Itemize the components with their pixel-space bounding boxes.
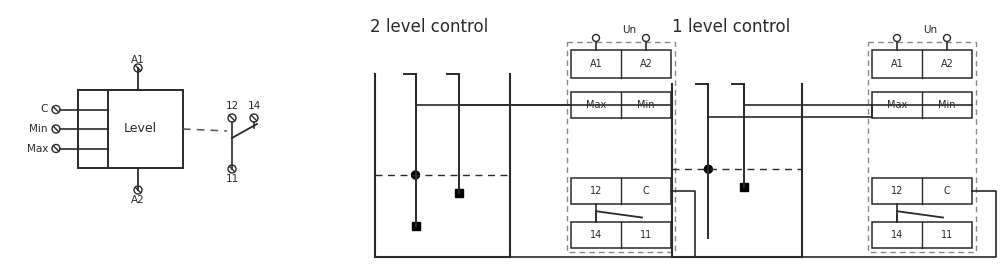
Text: C: C <box>944 186 950 196</box>
Bar <box>412 222 420 230</box>
Text: 14: 14 <box>247 101 261 111</box>
Bar <box>872 222 972 248</box>
Text: Min: Min <box>30 124 48 134</box>
Bar <box>571 222 671 248</box>
Text: A1: A1 <box>131 55 145 65</box>
Text: 11: 11 <box>941 230 953 240</box>
Text: Max: Max <box>887 100 907 110</box>
Bar <box>78 90 183 168</box>
Text: Min: Min <box>637 100 655 110</box>
Text: 1 level control: 1 level control <box>672 18 790 36</box>
Text: A2: A2 <box>941 59 953 69</box>
Text: Min: Min <box>938 100 956 110</box>
Text: Max: Max <box>27 143 48 153</box>
Text: A2: A2 <box>640 59 652 69</box>
Text: C: C <box>41 104 48 115</box>
Bar <box>740 183 748 191</box>
Text: 12: 12 <box>891 186 903 196</box>
Bar <box>571 92 671 118</box>
Bar <box>872 50 972 78</box>
Circle shape <box>704 165 712 173</box>
Text: 11: 11 <box>640 230 652 240</box>
Text: 2 level control: 2 level control <box>370 18 488 36</box>
Text: A1: A1 <box>590 59 602 69</box>
Bar <box>872 178 972 204</box>
Bar <box>571 50 671 78</box>
Text: Un: Un <box>622 25 636 35</box>
Text: 11: 11 <box>225 174 239 184</box>
Text: Level: Level <box>123 123 157 136</box>
Text: Un: Un <box>923 25 937 35</box>
Bar <box>872 92 972 118</box>
Bar <box>868 42 976 252</box>
Text: Max: Max <box>586 100 606 110</box>
Text: 14: 14 <box>590 230 602 240</box>
Bar <box>567 42 675 252</box>
Bar <box>571 178 671 204</box>
Text: 12: 12 <box>225 101 239 111</box>
Text: A2: A2 <box>131 195 145 205</box>
Circle shape <box>412 171 420 179</box>
Bar <box>455 189 463 197</box>
Text: 14: 14 <box>891 230 903 240</box>
Text: 12: 12 <box>590 186 602 196</box>
Text: A1: A1 <box>891 59 903 69</box>
Text: C: C <box>643 186 649 196</box>
